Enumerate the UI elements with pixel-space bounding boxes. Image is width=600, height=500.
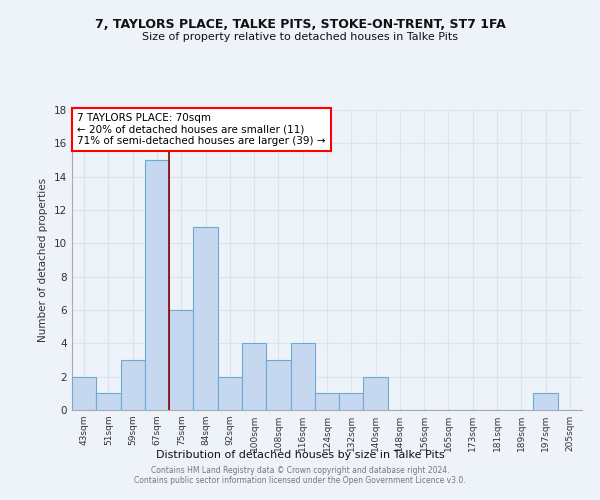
Text: Size of property relative to detached houses in Talke Pits: Size of property relative to detached ho…	[142, 32, 458, 42]
Y-axis label: Number of detached properties: Number of detached properties	[38, 178, 49, 342]
Bar	[315, 394, 339, 410]
Bar	[266, 360, 290, 410]
Text: Contains HM Land Registry data © Crown copyright and database right 2024.
Contai: Contains HM Land Registry data © Crown c…	[134, 466, 466, 485]
Bar	[364, 376, 388, 410]
Text: 7, TAYLORS PLACE, TALKE PITS, STOKE-ON-TRENT, ST7 1FA: 7, TAYLORS PLACE, TALKE PITS, STOKE-ON-T…	[95, 18, 505, 30]
Bar	[169, 310, 193, 410]
Bar	[533, 394, 558, 410]
Text: 7 TAYLORS PLACE: 70sqm
← 20% of detached houses are smaller (11)
71% of semi-det: 7 TAYLORS PLACE: 70sqm ← 20% of detached…	[77, 113, 326, 146]
Bar	[121, 360, 145, 410]
Bar	[145, 160, 169, 410]
Bar	[72, 376, 96, 410]
Bar	[242, 344, 266, 410]
Bar	[290, 344, 315, 410]
Bar	[218, 376, 242, 410]
Bar	[193, 226, 218, 410]
Text: Distribution of detached houses by size in Talke Pits: Distribution of detached houses by size …	[155, 450, 445, 460]
Bar	[96, 394, 121, 410]
Bar	[339, 394, 364, 410]
